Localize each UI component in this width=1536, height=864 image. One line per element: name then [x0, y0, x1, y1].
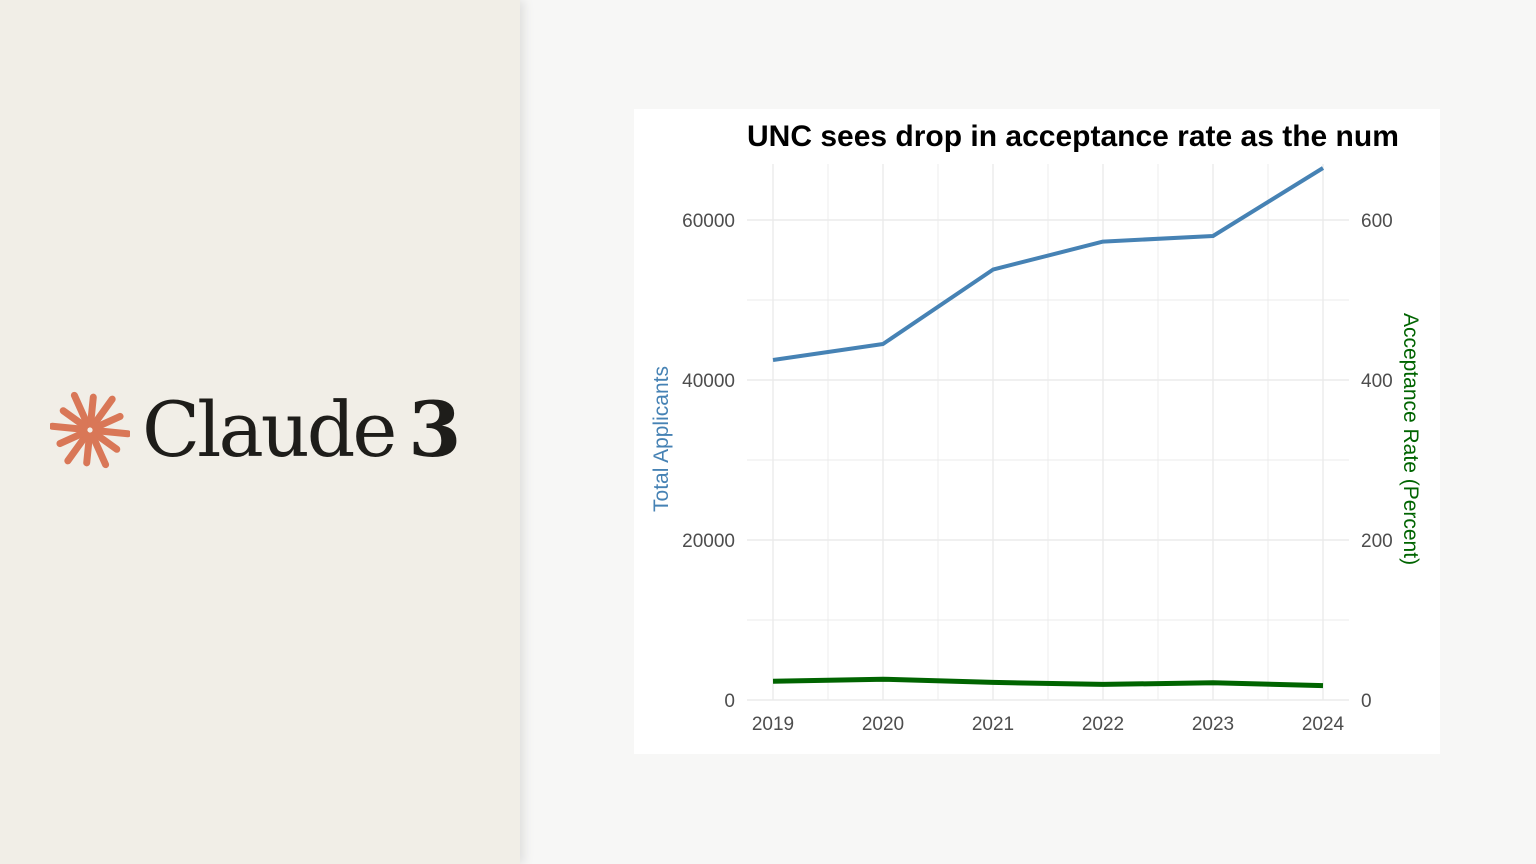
chart-ticks: 2019 2020 2021 2022 2023 2024 0 20000 40000 60000… [682, 211, 1393, 735]
x-tick-label: 2022 [1082, 714, 1124, 735]
starburst-ray [91, 430, 121, 453]
brand-name: Claude [142, 385, 397, 474]
starburst-ray [50, 422, 88, 433]
starburst-ray [70, 391, 92, 429]
starburst-ray [90, 395, 116, 429]
y2-tick-label: 600 [1361, 211, 1393, 232]
chart-title: UNC sees drop in acceptance rate as the … [747, 120, 1399, 153]
starburst-ray [83, 432, 93, 467]
starburst-ray [56, 428, 89, 448]
y2-tick-label: 400 [1361, 371, 1393, 392]
chart-card: 2019 2020 2021 2022 2023 2024 0 20000 40000 60000… [634, 109, 1440, 754]
y2-axis-title: Acceptance Rate (Percent) [1399, 313, 1422, 565]
brand-wordmark: Claude 3 [142, 390, 461, 470]
brand-panel: Claude 3 [0, 0, 520, 864]
chart-grid [747, 164, 1349, 701]
x-tick-label: 2019 [752, 714, 794, 735]
starburst-icon [50, 391, 130, 469]
line-chart: 2019 2020 2021 2022 2023 2024 0 20000 40000 60000… [650, 120, 1422, 735]
claude-3-logo: Claude 3 [50, 390, 461, 470]
y2-tick-label: 0 [1361, 691, 1372, 712]
y-tick-label: 20000 [682, 531, 735, 552]
total-applicants-line [772, 166, 1325, 362]
starburst-ray [88, 431, 110, 469]
brand-version: 3 [408, 385, 462, 474]
y-axis-title: Total Applicants [650, 366, 673, 512]
starburst-ray [87, 393, 97, 428]
starburst-ray [59, 407, 89, 430]
x-tick-label: 2023 [1192, 714, 1234, 735]
y-tick-label: 0 [724, 691, 735, 712]
x-tick-label: 2024 [1302, 714, 1345, 735]
chart-series [772, 166, 1325, 689]
y-tick-label: 60000 [682, 211, 735, 232]
starburst-ray [91, 412, 124, 432]
y2-tick-label: 200 [1361, 531, 1393, 552]
starburst-ray [92, 427, 130, 438]
acceptance-rate-line [772, 676, 1324, 689]
y-tick-label: 40000 [682, 371, 735, 392]
x-tick-label: 2020 [862, 714, 904, 735]
x-tick-label: 2021 [972, 714, 1014, 735]
starburst-ray [64, 431, 90, 465]
